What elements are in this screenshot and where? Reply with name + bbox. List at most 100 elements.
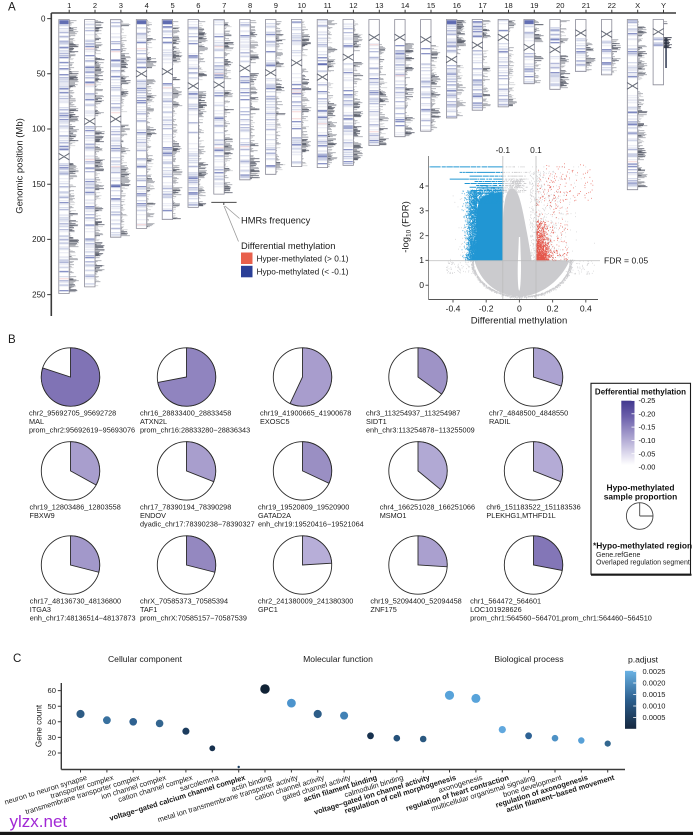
svg-text:HMRs frequency: HMRs frequency (241, 216, 311, 226)
svg-text:9: 9 (274, 1, 278, 10)
svg-text:5: 5 (170, 1, 174, 10)
svg-text:2: 2 (419, 230, 424, 240)
svg-text:prom_chr1:564560−564701,prom_c: prom_chr1:564560−564701,prom_chr1:564460… (470, 614, 652, 623)
svg-text:chrX_70585373_70585394: chrX_70585373_70585394 (140, 597, 228, 606)
svg-text:chr4_166251028_166251066: chr4_166251028_166251066 (380, 502, 475, 511)
svg-text:0: 0 (517, 304, 522, 314)
svg-text:4: 4 (145, 1, 149, 10)
svg-text:enh_chr3:113254878−113255009: enh_chr3:113254878−113255009 (366, 426, 475, 435)
svg-text:chr19_52094400_52094458: chr19_52094400_52094458 (370, 597, 461, 606)
svg-text:enh_chr17:48136514−48137873: enh_chr17:48136514−48137873 (30, 614, 136, 623)
svg-text:0.1: 0.1 (530, 145, 542, 155)
svg-text:TAF1: TAF1 (140, 605, 157, 614)
svg-text:-0.15: -0.15 (639, 423, 656, 432)
svg-text:0.0010: 0.0010 (643, 702, 666, 711)
svg-text:prom_chr2:95692619−95693076: prom_chr2:95692619−95693076 (29, 426, 135, 435)
svg-text:Hypo-methylated: Hypo-methylated (607, 482, 675, 492)
svg-text:150: 150 (32, 180, 46, 189)
svg-text:40: 40 (48, 717, 56, 726)
svg-text:MSMO1: MSMO1 (380, 511, 407, 520)
svg-text:100: 100 (32, 125, 46, 134)
svg-text:EXOSC5: EXOSC5 (260, 417, 290, 426)
svg-text:Overlaped regulation segment: Overlaped regulation segment (596, 559, 690, 566)
svg-text:SIDT1: SIDT1 (366, 417, 387, 426)
svg-text:17: 17 (478, 1, 486, 10)
svg-text:-0.2: -0.2 (479, 304, 494, 314)
svg-text:chr1_564472_564601: chr1_564472_564601 (470, 597, 541, 606)
svg-text:-0.20: -0.20 (639, 409, 656, 418)
svg-text:chr19_41900665_41900678: chr19_41900665_41900678 (260, 409, 351, 418)
svg-text:chr19_12803486_12803558: chr19_12803486_12803558 (30, 502, 121, 511)
svg-text:50: 50 (48, 702, 56, 711)
svg-text:Hyper-methylated (> 0.1): Hyper-methylated (> 0.1) (257, 253, 349, 263)
svg-text:-0.05: -0.05 (639, 449, 656, 458)
svg-text:Differential methylation: Differential methylation (241, 241, 335, 251)
svg-text:prom_chrX:70585157−70587539: prom_chrX:70585157−70587539 (140, 614, 247, 623)
svg-text:ZNF175: ZNF175 (370, 605, 396, 614)
svg-text:p.adjust: p.adjust (628, 655, 659, 665)
svg-text:ENDOV: ENDOV (140, 511, 166, 520)
svg-text:Molecular function: Molecular function (303, 654, 373, 664)
svg-text:Cellular component: Cellular component (108, 654, 183, 664)
svg-text:Biological process: Biological process (494, 654, 563, 664)
svg-text:Hypo-methylated (< -0.1): Hypo-methylated (< -0.1) (257, 267, 349, 277)
svg-text:A: A (8, 2, 16, 14)
svg-text:12: 12 (349, 1, 357, 10)
svg-text:chr17_78390194_78390298: chr17_78390194_78390298 (140, 502, 231, 511)
svg-text:Gene count: Gene count (35, 704, 44, 747)
svg-text:14: 14 (401, 1, 409, 10)
svg-text:0: 0 (41, 14, 46, 23)
svg-text:Defferential methylation: Defferential methylation (595, 387, 686, 396)
svg-text:GATAD2A: GATAD2A (258, 511, 291, 520)
svg-text:0: 0 (419, 280, 424, 290)
svg-text:ITGA3: ITGA3 (30, 605, 51, 614)
svg-text:0.0020: 0.0020 (643, 679, 666, 688)
svg-text:10: 10 (298, 1, 306, 10)
svg-text:sample proportion: sample proportion (604, 492, 678, 502)
svg-text:15: 15 (427, 1, 435, 10)
svg-text:Genomic position (Mb): Genomic position (Mb) (15, 118, 26, 214)
svg-text:PLEKHG1,MTHFD1L: PLEKHG1,MTHFD1L (486, 511, 555, 520)
svg-text:MAL: MAL (29, 417, 44, 426)
svg-text:chr3_113254937_113254987: chr3_113254937_113254987 (366, 409, 460, 418)
svg-text:50: 50 (37, 70, 46, 79)
svg-text:GPC1: GPC1 (258, 605, 278, 614)
svg-text:22: 22 (608, 1, 616, 10)
svg-text:200: 200 (32, 235, 46, 244)
svg-text:Gene.refGene: Gene.refGene (596, 552, 640, 559)
svg-text:16: 16 (453, 1, 461, 10)
svg-text:Differential methylation: Differential methylation (471, 316, 567, 327)
svg-text:3: 3 (419, 206, 424, 216)
svg-text:dyadic_chr17:78390238−78390327: dyadic_chr17:78390238−78390327 (140, 519, 255, 528)
svg-text:*Hypo-methylated region: *Hypo-methylated region (593, 540, 692, 550)
svg-text:60: 60 (48, 686, 56, 695)
svg-text:chr19_19520809_19520900: chr19_19520809_19520900 (258, 502, 349, 511)
svg-text:chr17_48136730_48136800: chr17_48136730_48136800 (30, 597, 121, 606)
svg-text:0.2: 0.2 (547, 304, 559, 314)
svg-text:X: X (635, 1, 640, 10)
svg-text:FBXW9: FBXW9 (30, 511, 55, 520)
svg-text:chr6_151183522_151183536: chr6_151183522_151183536 (486, 502, 580, 511)
svg-text:19: 19 (530, 1, 538, 10)
svg-text:-0.10: -0.10 (639, 436, 656, 445)
svg-text:B: B (8, 334, 16, 346)
svg-text:ylzx.net: ylzx.net (10, 812, 68, 831)
svg-text:enh_chr19:19520416−19521064: enh_chr19:19520416−19521064 (258, 519, 364, 528)
svg-text:-0.25: -0.25 (639, 396, 656, 405)
svg-text:2: 2 (93, 1, 97, 10)
svg-text:chr2_241380009_241380300: chr2_241380009_241380300 (258, 597, 353, 606)
svg-text:FDR = 0.05: FDR = 0.05 (604, 255, 648, 265)
svg-text:13: 13 (375, 1, 383, 10)
svg-text:7: 7 (222, 1, 226, 10)
svg-text:RADIL: RADIL (489, 417, 511, 426)
svg-text:-0.1: -0.1 (496, 145, 511, 155)
svg-text:0.4: 0.4 (580, 304, 592, 314)
svg-text:chr7_4848500_4848550: chr7_4848500_4848550 (489, 409, 568, 418)
svg-text:21: 21 (582, 1, 590, 10)
svg-text:-0.4: -0.4 (446, 304, 461, 314)
svg-text:0.0015: 0.0015 (643, 690, 666, 699)
svg-text:1: 1 (419, 255, 424, 265)
svg-text:11: 11 (324, 1, 332, 10)
svg-text:8: 8 (248, 1, 252, 10)
svg-text:4: 4 (419, 181, 424, 191)
